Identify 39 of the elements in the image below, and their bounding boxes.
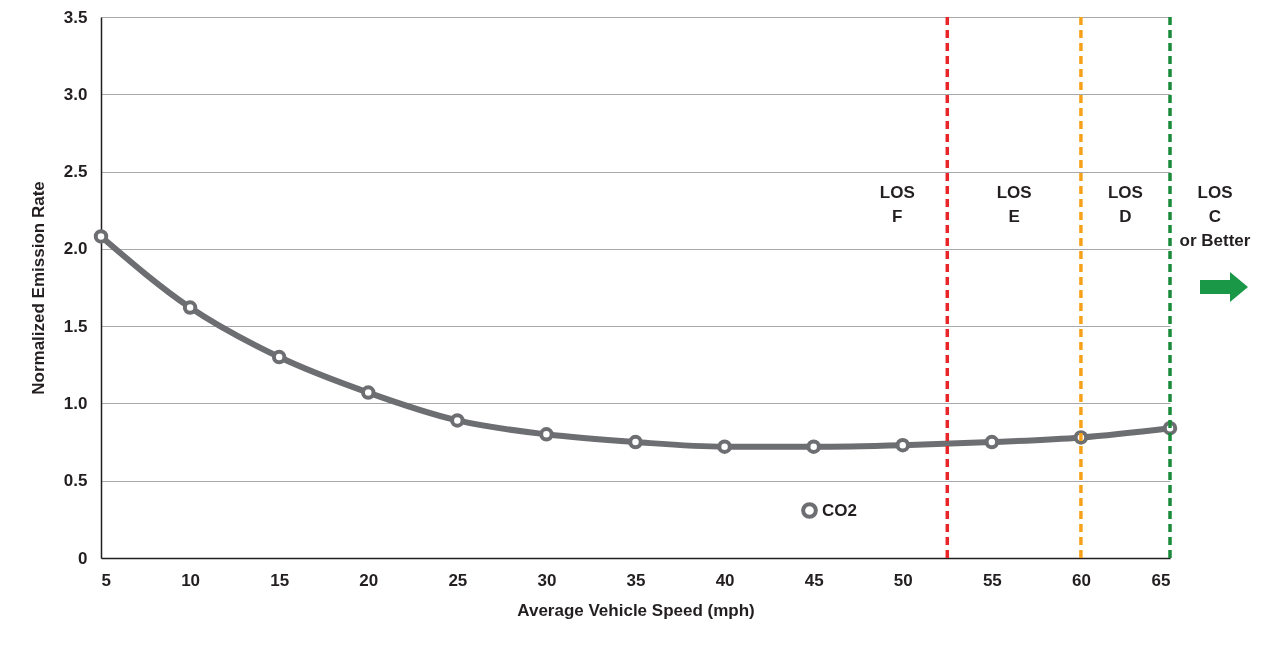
y-axis-title: Normalized Emission Rate xyxy=(28,181,48,395)
point xyxy=(806,439,821,454)
y-tick-label: 2.5 xyxy=(63,162,88,182)
annotation: LOS F xyxy=(879,182,915,226)
point xyxy=(984,434,1000,450)
point xyxy=(93,229,109,244)
x-tick-label: 30 xyxy=(537,570,557,590)
y-tick-label: 2.0 xyxy=(63,239,88,259)
y-tick-label: 0 xyxy=(78,548,88,568)
x-tick-label: 10 xyxy=(181,570,201,590)
point xyxy=(450,413,465,428)
point xyxy=(182,300,198,315)
x-axis-title: Average Vehicle Speed (mph) xyxy=(517,600,755,620)
point xyxy=(628,434,643,450)
annotation: LOS E xyxy=(996,182,1032,226)
x-tick-label: 50 xyxy=(893,570,913,590)
x-tick-label: 65 xyxy=(1151,570,1171,590)
x-tick-label: 60 xyxy=(1071,570,1091,590)
point xyxy=(271,349,287,365)
x-tick-label: 15 xyxy=(270,570,290,590)
y-tick-label: 1.0 xyxy=(63,393,88,413)
point xyxy=(895,437,910,453)
x-tick-label: 5 xyxy=(101,570,111,590)
x-tick-label: 55 xyxy=(982,570,1002,590)
y-tick-label: 3.5 xyxy=(63,7,88,27)
x-tick-label: 40 xyxy=(715,570,735,590)
x-tick-label: 35 xyxy=(626,570,646,590)
point xyxy=(717,439,732,454)
legend-label: CO2 xyxy=(822,500,857,520)
point xyxy=(361,385,376,400)
annotation: LOS D xyxy=(1107,182,1143,226)
x-tick-label: 20 xyxy=(359,570,379,590)
x-tick-label: 25 xyxy=(448,570,468,590)
y-tick-label: 0.5 xyxy=(63,471,88,491)
point xyxy=(539,427,554,442)
x-tick-label: 45 xyxy=(804,570,824,590)
y-tick-label: 1.5 xyxy=(63,316,88,336)
y-tick-label: 3.0 xyxy=(63,84,88,104)
text: LOS C or Better xyxy=(1179,182,1251,250)
